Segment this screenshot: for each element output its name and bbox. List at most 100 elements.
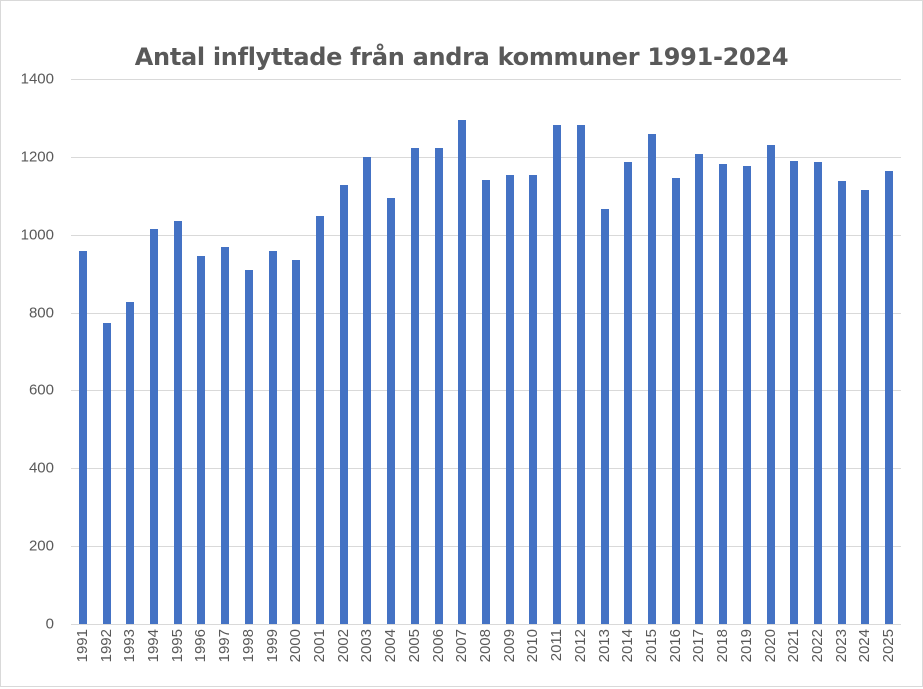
x-tick-text: 2023 xyxy=(832,629,850,663)
x-tick-label: 2005 xyxy=(405,629,425,689)
bar-1997 xyxy=(221,246,230,624)
x-tick-label: 2002 xyxy=(334,629,354,689)
x-tick-label: 2015 xyxy=(642,629,662,689)
gridline xyxy=(71,624,901,625)
bar-2010 xyxy=(529,174,538,624)
bar-2019 xyxy=(742,165,751,624)
x-tick-label: 2003 xyxy=(357,629,377,689)
x-tick-label: 2019 xyxy=(737,629,757,689)
x-tick-label: 1991 xyxy=(73,629,93,689)
x-tick-text: 2003 xyxy=(358,629,376,663)
x-tick-label: 2008 xyxy=(476,629,496,689)
bar-2025 xyxy=(885,170,894,624)
bar-2007 xyxy=(458,119,467,624)
gridline xyxy=(71,156,901,158)
x-tick-text: 1998 xyxy=(239,629,257,663)
bar-1994 xyxy=(150,228,158,624)
bar-1999 xyxy=(268,251,277,624)
x-tick-label: 2009 xyxy=(500,629,520,689)
x-tick-text: 2004 xyxy=(382,629,400,663)
bar-2020 xyxy=(766,144,775,624)
x-tick-label: 2016 xyxy=(666,629,686,689)
x-tick-text: 2001 xyxy=(311,629,328,663)
bar-1991 xyxy=(78,251,87,624)
x-tick-label: 2020 xyxy=(761,629,781,689)
x-tick-label: 1994 xyxy=(144,629,164,689)
x-tick-label: 2010 xyxy=(523,629,543,689)
x-tick-text: 1994 xyxy=(145,629,162,663)
bar-2011 xyxy=(553,124,562,624)
bar-1996 xyxy=(197,255,206,624)
bar-1998 xyxy=(244,269,253,624)
x-tick-text: 1995 xyxy=(168,629,186,663)
bar-2023 xyxy=(837,181,846,624)
x-tick-text: 2015 xyxy=(643,629,660,663)
x-tick-label: 2006 xyxy=(429,629,449,689)
x-tick-text: 2025 xyxy=(880,629,898,663)
x-tick-text: 2010 xyxy=(524,629,542,663)
x-tick-label: 2013 xyxy=(595,629,615,689)
x-tick-label: 2001 xyxy=(310,629,330,689)
bar-2015 xyxy=(648,133,656,624)
bar-2013 xyxy=(600,208,609,624)
x-tick-text: 2020 xyxy=(761,629,779,663)
x-tick-label: 2018 xyxy=(713,629,733,689)
bar-2014 xyxy=(624,161,633,624)
y-tick-label: 0 xyxy=(45,615,54,633)
y-tick-label: 1400 xyxy=(20,70,54,88)
x-tick-text: 2011 xyxy=(548,629,566,662)
x-tick-text: 2000 xyxy=(287,629,305,663)
gridline xyxy=(71,79,901,80)
y-tick-label: 400 xyxy=(28,459,54,477)
x-tick-label: 2023 xyxy=(832,629,852,689)
x-tick-text: 2009 xyxy=(500,629,518,663)
y-tick-label: 1000 xyxy=(20,226,54,244)
x-tick-label: 1999 xyxy=(263,629,283,689)
x-tick-text: 2024 xyxy=(856,629,874,663)
bar-2022 xyxy=(814,161,822,624)
chart-title: Antal inflyttade från andra kommuner 199… xyxy=(134,43,789,71)
x-tick-text: 2019 xyxy=(737,629,755,663)
x-tick-text: 1993 xyxy=(121,629,139,663)
x-tick-text: 2006 xyxy=(429,629,447,663)
y-tick-label: 1200 xyxy=(20,148,54,166)
x-tick-label: 2025 xyxy=(879,629,899,689)
x-tick-text: 2002 xyxy=(334,629,352,663)
x-tick-text: 2014 xyxy=(619,629,637,663)
bar-2016 xyxy=(671,177,680,624)
x-tick-text: 1991 xyxy=(73,629,91,663)
x-tick-label: 1996 xyxy=(191,629,211,689)
y-tick-label: 800 xyxy=(28,304,54,322)
bar-2004 xyxy=(387,197,396,624)
bar-2003 xyxy=(363,156,372,624)
x-tick-text: 2012 xyxy=(571,629,589,663)
x-tick-label: 2021 xyxy=(784,629,804,689)
x-tick-text: 2018 xyxy=(714,629,732,663)
x-tick-text: 2013 xyxy=(595,629,613,663)
x-tick-text: 1992 xyxy=(97,629,115,663)
bar-2018 xyxy=(719,163,728,624)
x-tick-label: 2004 xyxy=(381,629,401,689)
bar-2002 xyxy=(339,184,348,624)
bar-2024 xyxy=(861,189,870,624)
x-tick-label: 2022 xyxy=(808,629,828,689)
x-tick-text: 1997 xyxy=(216,629,234,663)
x-tick-label: 1998 xyxy=(239,629,259,689)
x-tick-text: 1999 xyxy=(263,629,281,663)
y-tick-label: 600 xyxy=(28,381,54,399)
bar-2021 xyxy=(790,160,799,624)
bar-2009 xyxy=(505,174,514,624)
x-tick-label: 2014 xyxy=(618,629,638,689)
x-tick-text: 2008 xyxy=(477,629,494,663)
bar-2001 xyxy=(316,215,324,624)
x-tick-text: 2016 xyxy=(666,629,684,663)
x-tick-label: 2017 xyxy=(689,629,709,689)
x-tick-label: 2000 xyxy=(286,629,306,689)
bar-2005 xyxy=(410,147,419,624)
x-tick-text: 1996 xyxy=(192,629,210,663)
x-tick-text: 2021 xyxy=(785,629,803,663)
x-tick-text: 2007 xyxy=(453,629,471,663)
x-tick-label: 1995 xyxy=(168,629,188,689)
x-tick-text: 2017 xyxy=(690,629,708,663)
